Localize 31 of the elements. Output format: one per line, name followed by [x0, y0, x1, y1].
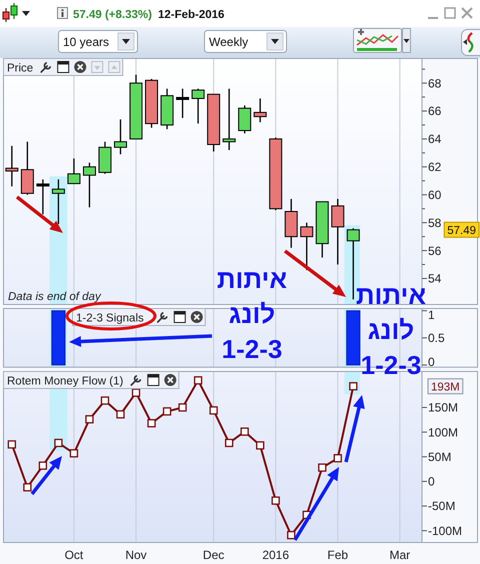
chart-title: Price — [7, 62, 34, 74]
y-tick-label: 68 — [428, 76, 442, 90]
y-tick-label: 62 — [428, 160, 442, 174]
text: 12-Feb-2016 — [158, 9, 224, 21]
y-tick-label: -50M — [428, 499, 456, 514]
y-tick-label: 0 — [428, 474, 435, 489]
y-tick-label: -100M — [428, 524, 462, 538]
x-tick-label: Mar — [389, 548, 410, 562]
x-tick-label: 2016 — [262, 548, 290, 562]
value-label: 193M — [428, 378, 464, 394]
annotation: Data is end of day — [8, 291, 101, 303]
y-tick-label: 64 — [428, 132, 442, 146]
y-tick-label: 100M — [428, 425, 458, 440]
x-tick-label: Feb — [327, 548, 348, 562]
text: 57.49 (+8.33%) — [73, 9, 152, 21]
y-tick-label: 66 — [428, 104, 442, 118]
y-tick-label: 150M — [428, 400, 458, 415]
x-tick-label: Nov — [125, 548, 147, 562]
x-tick-label: Dec — [202, 548, 224, 562]
chart-title: 1-2-3 Signals — [76, 312, 144, 324]
y-tick-label: 58 — [428, 216, 442, 230]
y-tick-label: 0 — [428, 354, 435, 369]
y-tick-label: 54 — [428, 272, 442, 286]
x-tick-label: Oct — [64, 548, 84, 562]
y-tick-label: 50M — [428, 450, 452, 464]
y-tick-label: 60 — [428, 188, 442, 202]
chart-title: Rotem Money Flow (1) — [7, 376, 124, 388]
y-tick-label: 1 — [428, 308, 435, 322]
y-tick-label: 56 — [428, 244, 442, 258]
y-tick-label: 0.5 — [428, 331, 446, 346]
value-label: 57.49 — [444, 222, 480, 238]
